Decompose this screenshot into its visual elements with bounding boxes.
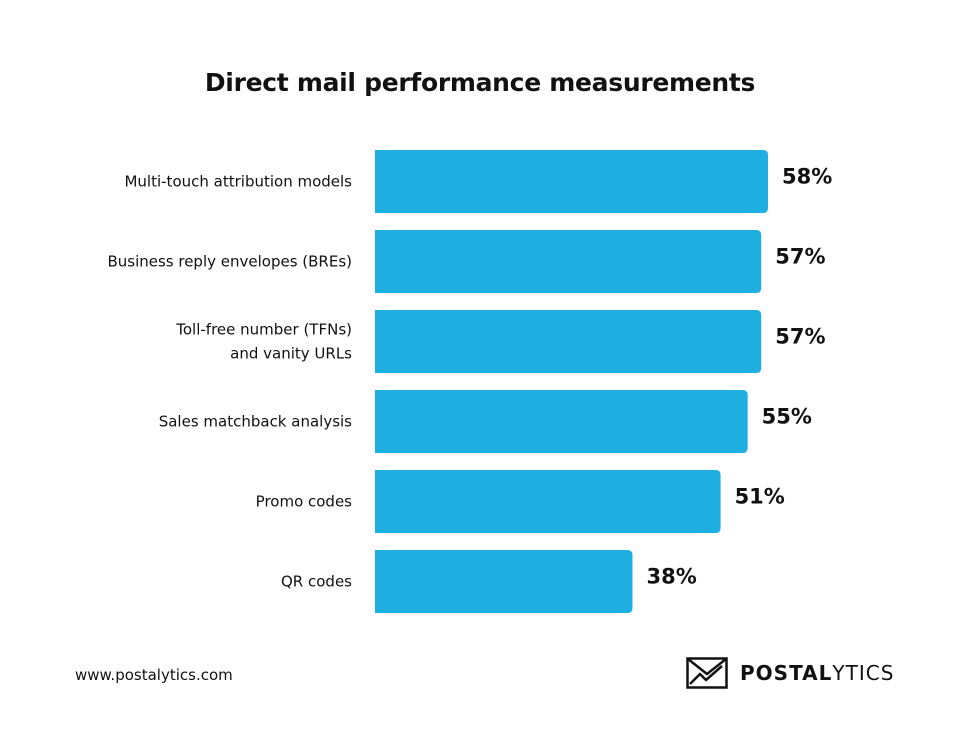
brand-name-part2: YTICS: [832, 661, 895, 685]
bar-chart: Multi-touch attribution models 58% Busines…: [107, 150, 832, 613]
category-label: and vanity URLs: [230, 345, 352, 363]
bar: [375, 550, 633, 613]
bar: [375, 150, 768, 213]
category-label: Business reply envelopes (BREs): [107, 253, 352, 271]
category-label: Multi-touch attribution models: [124, 173, 352, 191]
envelope-chart-icon: [686, 657, 728, 689]
brand-name-part1: POSTAL: [740, 661, 833, 685]
brand-name: POSTALYTICS: [740, 661, 894, 685]
footer-url: www.postalytics.com: [75, 666, 233, 684]
bar: [375, 310, 762, 373]
value-label: 55%: [762, 405, 812, 429]
value-label: 57%: [775, 245, 825, 269]
bar: [375, 470, 721, 533]
value-label: 51%: [735, 485, 785, 509]
bar: [375, 230, 762, 293]
bar: [375, 390, 748, 453]
value-label: 57%: [775, 325, 825, 349]
brand-logo: POSTALYTICS: [686, 656, 894, 690]
category-label: Sales matchback analysis: [159, 413, 352, 431]
value-label: 58%: [782, 165, 832, 189]
category-label: Toll-free number (TFNs): [175, 321, 352, 339]
category-label: QR codes: [281, 573, 352, 591]
value-label: 38%: [646, 565, 696, 589]
chart-title: Direct mail performance measurements: [204, 68, 756, 97]
category-label: Promo codes: [256, 493, 353, 511]
